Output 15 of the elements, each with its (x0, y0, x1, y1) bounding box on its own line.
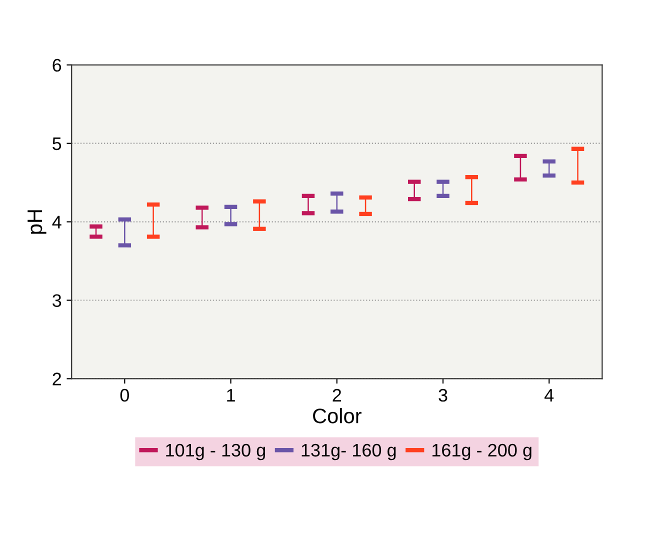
x-axis-title: Color (313, 408, 362, 424)
legend-label: 101g - 130 g (166, 444, 265, 460)
x-tick-label: 2 (332, 388, 342, 402)
y-tick-label: 3 (52, 294, 62, 307)
y-tick-label: 6 (52, 58, 62, 72)
x-tick-label: 0 (120, 388, 129, 402)
y-tick-label: 5 (52, 137, 62, 150)
y-tick-label: 4 (52, 216, 62, 228)
x-tick-label: 1 (227, 389, 235, 402)
y-tick-label: 2 (52, 372, 61, 386)
legend-label: 161g - 200 g (432, 444, 532, 460)
x-tick-label: 4 (544, 389, 554, 402)
x-tick-label: 3 (438, 388, 448, 402)
legend-label: 131g- 160 g (302, 444, 396, 460)
y-axis-title: pH (28, 210, 46, 234)
